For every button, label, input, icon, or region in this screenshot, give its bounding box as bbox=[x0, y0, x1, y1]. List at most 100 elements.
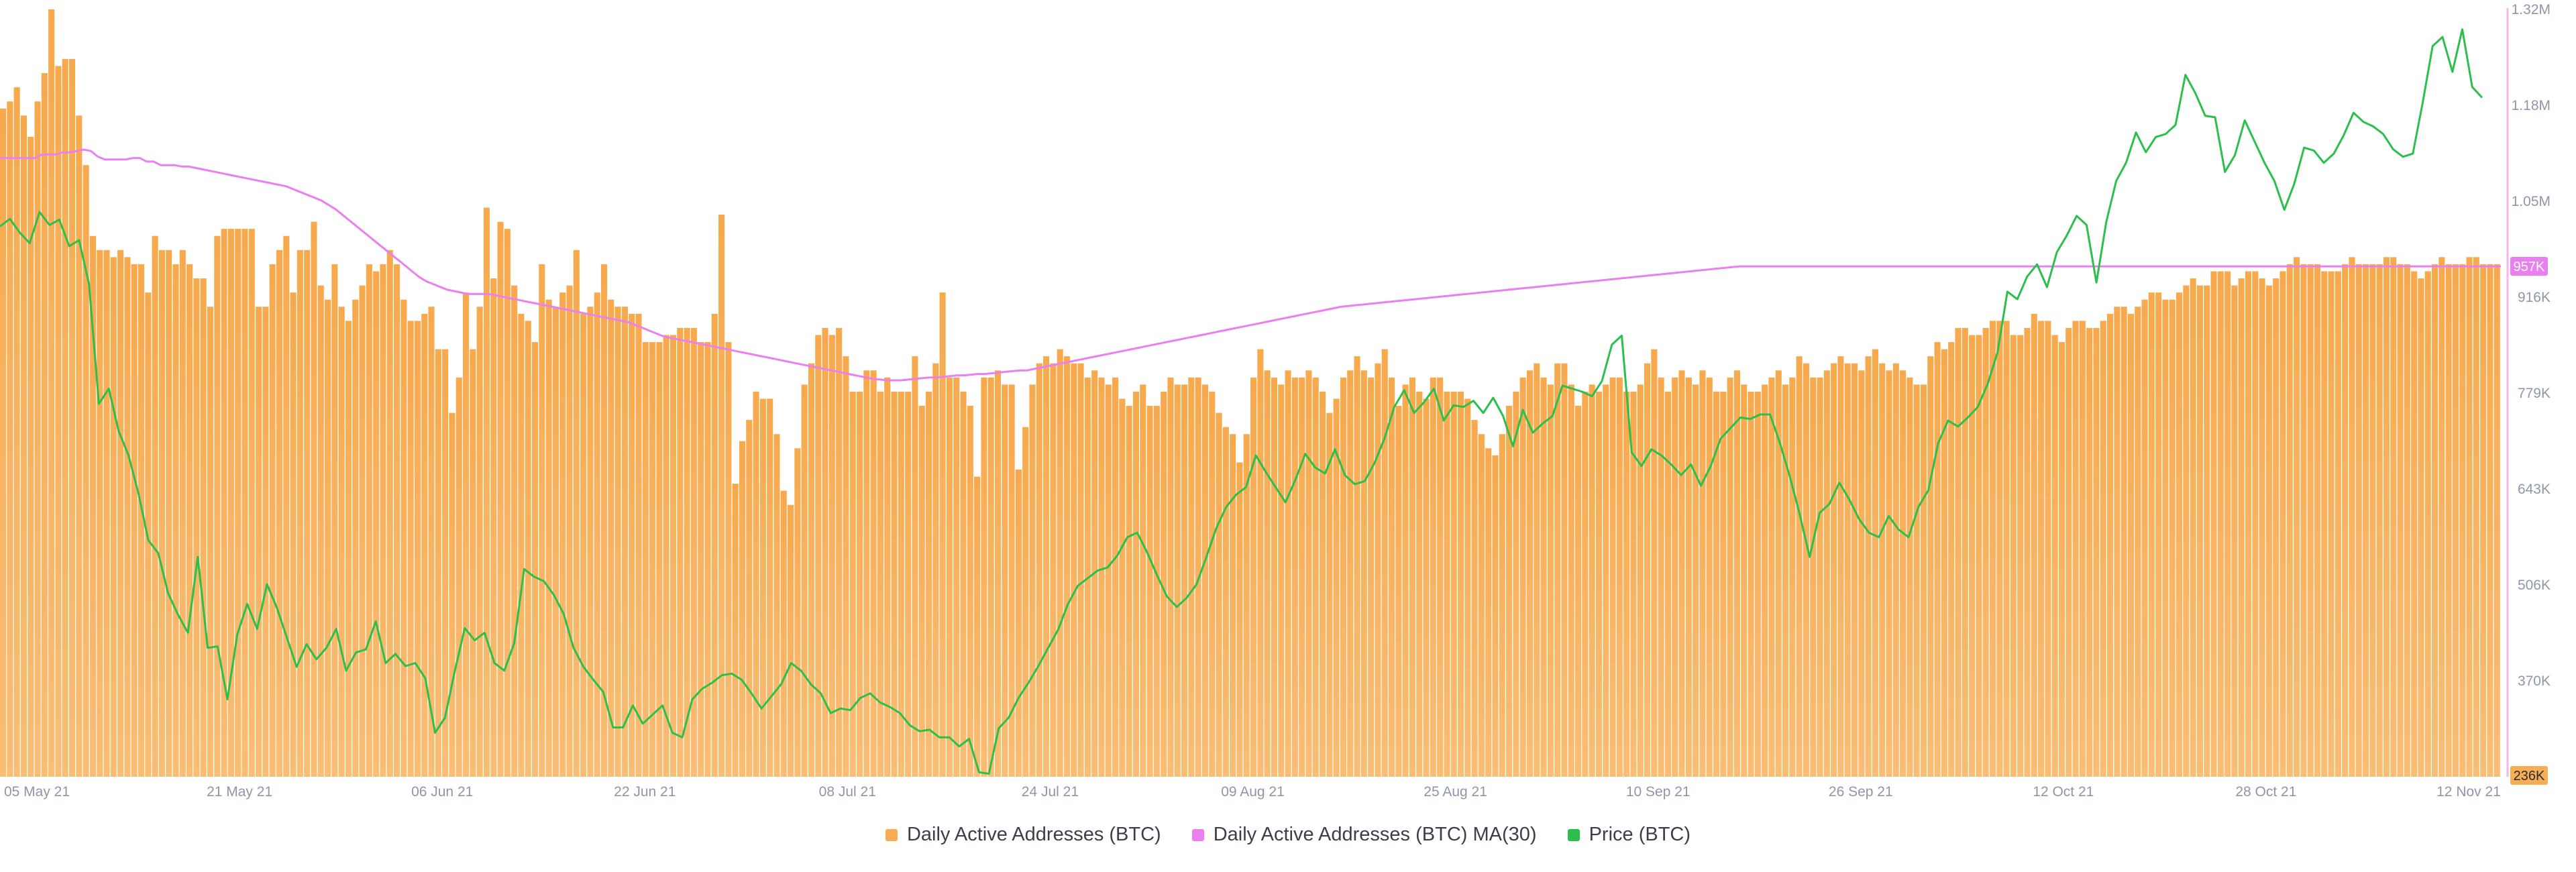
daa-bar bbox=[1609, 377, 1616, 777]
daa-bar bbox=[1140, 384, 1146, 777]
daa-bar bbox=[124, 257, 131, 777]
daa-bar bbox=[490, 278, 497, 777]
daa-bar bbox=[380, 264, 386, 777]
daa-bar bbox=[1492, 455, 1499, 777]
daa-bar bbox=[2459, 264, 2466, 777]
daa-bar bbox=[1844, 363, 1851, 777]
daa-bar bbox=[953, 377, 960, 777]
daa-bar bbox=[1381, 349, 1388, 777]
daa-bar bbox=[311, 221, 317, 777]
daa-bar bbox=[1430, 377, 1436, 777]
daa-bar bbox=[366, 264, 372, 777]
daa-bar bbox=[2432, 264, 2438, 777]
legend-item-ma30[interactable]: Daily Active Addresses (BTC) MA(30) bbox=[1191, 824, 1537, 846]
y-tick-labels: 370K 506K 643K 779K 916K 1.05M 1.18M 1.32M bbox=[2512, 2, 2551, 689]
daa-bar bbox=[2418, 278, 2424, 777]
daa-bar bbox=[960, 391, 967, 777]
daa-bar bbox=[193, 278, 200, 777]
min-marker-label: 236K bbox=[2514, 769, 2545, 783]
daa-bar bbox=[2121, 307, 2127, 777]
daa-bar bbox=[828, 335, 835, 777]
daa-bar bbox=[1471, 420, 1478, 777]
legend-label-ma30: Daily Active Addresses (BTC) MA(30) bbox=[1213, 824, 1537, 845]
daa-bar bbox=[677, 327, 684, 777]
daa-bar bbox=[1982, 327, 1989, 777]
daa-bar bbox=[1112, 377, 1119, 777]
daa-bar bbox=[1077, 363, 1084, 777]
daa-bar bbox=[1464, 398, 1471, 777]
daa-bar bbox=[1547, 384, 1554, 777]
daa-bar bbox=[1733, 370, 1740, 777]
daa-bar bbox=[2363, 264, 2369, 777]
daa-bar bbox=[1243, 434, 1250, 777]
daa-bar bbox=[1831, 363, 1837, 777]
daa-bar bbox=[849, 391, 856, 777]
legend-swatch-daa bbox=[885, 828, 898, 841]
daa-bar bbox=[1858, 370, 1865, 777]
daa-bar bbox=[856, 391, 863, 777]
x-tick-labels: 05 May 21 21 May 21 06 Jun 21 22 Jun 21 08 J… bbox=[4, 784, 2501, 800]
daa-bar bbox=[2466, 257, 2473, 777]
daa-bar bbox=[283, 235, 290, 777]
daa-bar bbox=[13, 87, 20, 777]
daa-bar bbox=[2424, 271, 2431, 777]
y-tick-label: 643K bbox=[2518, 482, 2551, 497]
daa-bar bbox=[2376, 264, 2383, 777]
daa-bar bbox=[780, 490, 787, 777]
daa-bar bbox=[1022, 427, 1029, 777]
daa-bar bbox=[1444, 391, 1450, 777]
daa-bar bbox=[2286, 264, 2293, 777]
daa-bar bbox=[2162, 299, 2169, 777]
price-line bbox=[0, 28, 2483, 775]
daa-bar bbox=[884, 377, 891, 777]
daa-bar bbox=[684, 327, 690, 777]
legend-item-daa[interactable]: Daily Active Addresses (BTC) bbox=[885, 824, 1161, 846]
x-tick-label: 05 May 21 bbox=[4, 784, 70, 800]
daa-bar bbox=[808, 363, 815, 777]
x-tick-label: 12 Nov 21 bbox=[2436, 784, 2501, 800]
x-tick-label: 28 Oct 21 bbox=[2235, 784, 2296, 800]
daa-bar bbox=[718, 215, 725, 777]
daa-bar bbox=[1782, 384, 1789, 777]
daa-bar bbox=[504, 229, 511, 777]
daa-bar bbox=[1416, 391, 1423, 777]
daa-bar bbox=[946, 377, 953, 777]
daa-bar bbox=[2252, 271, 2259, 777]
daa-bar bbox=[2196, 285, 2203, 777]
daa-bar bbox=[2072, 321, 2079, 777]
daa-bar bbox=[767, 398, 773, 777]
price-line-path bbox=[0, 28, 2483, 775]
daa-bar bbox=[1499, 434, 1505, 777]
daa-bar bbox=[248, 229, 255, 777]
y-tick-label: 779K bbox=[2518, 386, 2551, 401]
daa-bar bbox=[2279, 271, 2286, 777]
daa-bar bbox=[2342, 264, 2349, 777]
daa-bar bbox=[2106, 313, 2114, 777]
daa-bar bbox=[1015, 469, 1022, 777]
daa-bar bbox=[2334, 271, 2341, 777]
daa-bar bbox=[663, 335, 669, 777]
daa-bar bbox=[1941, 349, 1947, 777]
y-tick-label: 1.18M bbox=[2512, 98, 2551, 113]
daa-bar bbox=[2038, 321, 2045, 777]
daa-bar bbox=[2058, 342, 2065, 777]
daa-bar bbox=[1036, 363, 1042, 777]
daa-bar bbox=[1340, 377, 1346, 777]
daa-bar bbox=[1478, 434, 1485, 777]
daa-bar bbox=[2204, 285, 2210, 777]
daa-bar bbox=[1188, 377, 1195, 777]
daa-bar bbox=[545, 299, 552, 777]
daa-bar bbox=[587, 307, 594, 777]
daa-bar bbox=[1098, 377, 1105, 777]
daa-bar bbox=[2273, 278, 2279, 777]
daa-bar bbox=[483, 207, 490, 777]
daa-bar bbox=[1582, 391, 1589, 777]
daa-bar bbox=[1720, 391, 1727, 777]
daa-bar bbox=[2190, 278, 2196, 777]
daa-bar bbox=[297, 250, 303, 777]
daa-bar bbox=[525, 321, 531, 777]
y-tick-label: 370K bbox=[2518, 673, 2551, 689]
legend-item-price[interactable]: Price (BTC) bbox=[1567, 824, 1690, 846]
daa-bar bbox=[822, 327, 828, 777]
daa-bar bbox=[2045, 321, 2051, 777]
